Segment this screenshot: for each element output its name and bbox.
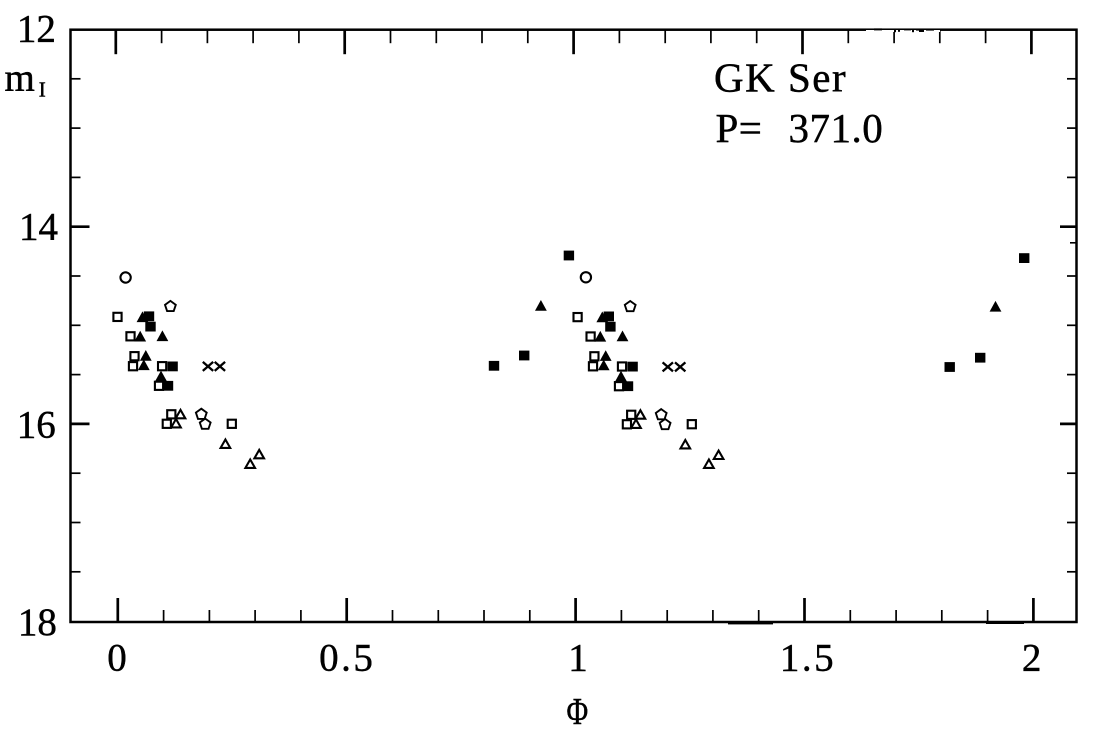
svg-text:0: 0 (107, 637, 127, 680)
svg-text:371.0: 371.0 (789, 105, 884, 151)
svg-text:2: 2 (1022, 637, 1042, 680)
svg-text:P=: P= (716, 105, 763, 151)
svg-text:m: m (5, 57, 35, 100)
svg-text:1.5: 1.5 (780, 637, 836, 680)
svg-text:12: 12 (17, 7, 56, 50)
svg-text:Φ: Φ (566, 691, 588, 732)
svg-text:0.5: 0.5 (319, 637, 375, 680)
svg-text:GK Ser: GK Ser (714, 54, 847, 100)
svg-text:1: 1 (568, 637, 588, 680)
svg-text:I: I (39, 78, 46, 102)
svg-text:18: 18 (18, 601, 57, 644)
svg-text:16: 16 (17, 404, 56, 447)
svg-text:14: 14 (19, 206, 58, 249)
